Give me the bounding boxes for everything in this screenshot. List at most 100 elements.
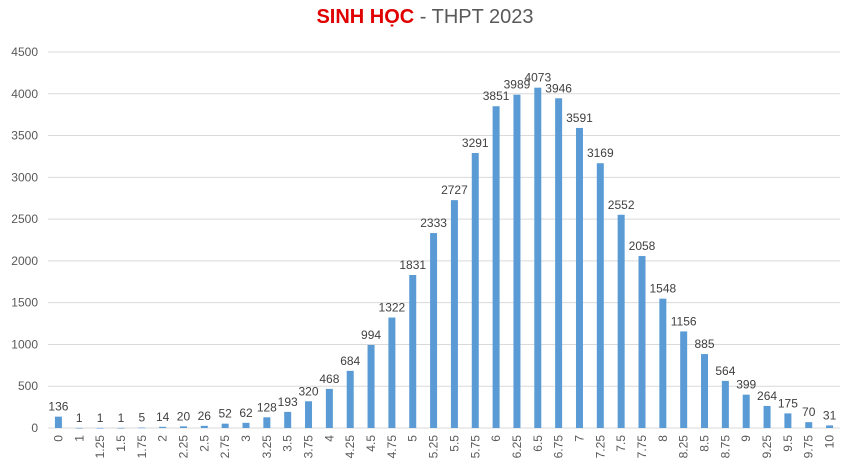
bar [534,87,542,428]
x-tick-label: 2 [156,435,170,442]
y-tick-label: 2000 [11,254,38,268]
bar [826,425,834,428]
bar [200,425,208,428]
data-label: 399 [736,378,756,392]
data-label: 2058 [629,239,656,253]
bar [596,163,604,428]
y-tick-label: 2500 [11,212,38,226]
y-tick-label: 500 [18,379,38,393]
bar [471,153,479,428]
data-label: 264 [757,389,777,403]
x-tick-label: 3.75 [302,435,316,459]
bar [492,106,500,429]
bar [346,370,354,428]
bar [680,331,688,428]
x-tick-label: 6 [489,435,503,442]
chart-title-highlight: SINH HỌC [316,6,415,28]
x-tick-label: 1.5 [114,435,128,452]
x-tick-label: 6.5 [531,435,545,452]
bar [263,417,271,428]
x-tick-label: 0 [51,435,65,442]
data-label: 1 [118,411,125,425]
data-label: 885 [695,337,715,351]
data-label: 136 [48,400,68,414]
x-tick-label: 8.75 [718,435,732,459]
bar [430,233,438,428]
x-tick-label: 3 [239,435,253,442]
x-tick-label: 5.25 [427,435,441,459]
bar [284,411,292,428]
data-label: 70 [802,405,816,419]
data-label: 193 [278,395,298,409]
data-label: 26 [198,409,212,423]
x-tick-label: 2.5 [197,435,211,452]
bar [805,422,813,428]
x-tick-label: 1.75 [135,435,149,459]
bar [513,94,521,428]
data-label: 3291 [462,136,489,150]
data-label: 14 [156,410,170,424]
x-tick-label: 9.25 [760,435,774,459]
x-tick-label: 2.75 [218,435,232,459]
y-tick-label: 0 [31,421,38,435]
data-label: 994 [361,328,381,342]
x-tick-label: 7.25 [593,435,607,459]
bar [659,298,667,428]
chart-title: SINH HỌC - THPT 2023 [0,6,850,29]
bar [575,127,583,429]
x-tick-label: 9.75 [802,435,816,459]
data-label: 1 [97,411,104,425]
x-tick-label: 9.5 [781,435,795,452]
x-tick-label: 4.25 [343,435,357,459]
bar [742,394,750,428]
data-label: 468 [319,372,339,386]
y-tick-label: 4000 [11,87,38,101]
data-label: 1548 [649,282,676,296]
x-tick-label: 3.5 [281,435,295,452]
bar [409,275,417,428]
x-tick-label: 4.75 [385,435,399,459]
x-tick-label: 7.5 [614,435,628,452]
data-label: 2333 [420,216,447,230]
x-tick-label: 8 [656,435,670,442]
bar [450,200,458,428]
x-tick-label: 2.25 [176,435,190,459]
x-tick-label: 8.25 [677,435,691,459]
data-label: 1156 [671,314,697,328]
bar [721,380,729,428]
data-label: 3946 [545,81,572,95]
bar [138,427,146,429]
x-tick-label: 5 [406,435,420,442]
x-tick-label: 6.75 [552,435,566,459]
bar [784,413,792,428]
x-tick-label: 9 [739,435,753,442]
bar [638,256,646,428]
x-tick-label: 3.25 [260,435,274,459]
data-label: 1322 [379,301,406,315]
bar [54,416,62,428]
bar [305,401,313,428]
bar [221,423,229,428]
bar [763,405,771,428]
bar [701,354,709,428]
x-tick-label: 6.25 [510,435,524,459]
data-label: 175 [778,396,798,410]
data-label: 2727 [441,183,468,197]
bar [179,426,187,428]
x-tick-label: 8.5 [698,435,712,452]
y-tick-label: 1000 [11,337,38,351]
data-label: 684 [340,354,360,368]
x-tick-label: 7.75 [635,435,649,459]
data-label: 4073 [524,71,551,85]
data-label: 3169 [587,146,614,160]
data-label: 3989 [504,78,531,92]
chart-title-rest: - THPT 2023 [414,6,534,28]
data-label: 52 [218,407,232,421]
x-tick-label: 1.25 [93,435,107,459]
data-label: 3851 [483,89,510,103]
x-tick-label: 10 [823,435,837,449]
x-tick-label: 1 [72,435,86,442]
data-label: 320 [299,384,319,398]
